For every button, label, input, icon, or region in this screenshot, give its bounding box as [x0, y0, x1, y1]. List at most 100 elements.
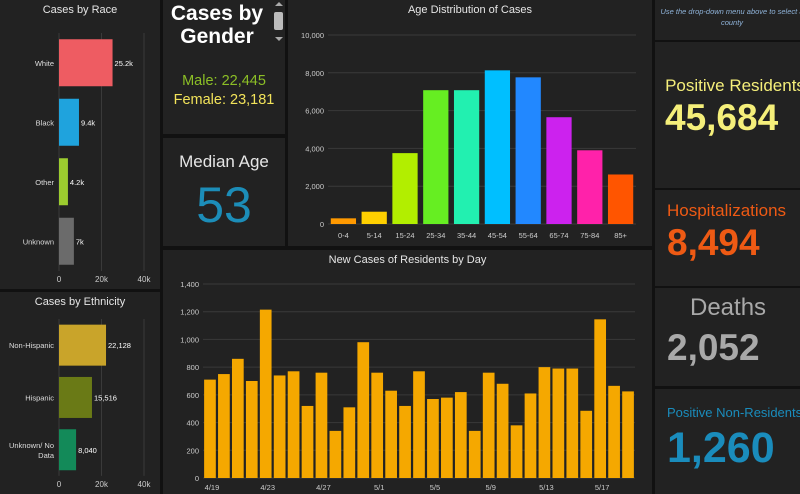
age-x-tick-label: 15-24	[395, 231, 414, 240]
positive-residents-value: 45,684	[665, 97, 779, 138]
positive-residents-label: Positive Residents	[665, 76, 800, 95]
age-bar	[577, 150, 603, 224]
race-x-tick-label: 40k	[138, 275, 152, 284]
age-bar	[515, 77, 541, 224]
county-hint: Use the drop-down menu above to select a…	[660, 7, 800, 27]
daily-x-tick-label: 4/23	[260, 483, 275, 492]
deaths-label: Deaths	[690, 294, 767, 321]
race-chart: 0 20k 40k 25.2k White 9.4k Black 4.2k Other 7k Unk…	[23, 33, 152, 284]
age-bar	[330, 218, 357, 224]
daily-bar	[329, 430, 342, 478]
race-data-label: 9.4k	[81, 118, 95, 127]
daily-y-tick-label: 600	[186, 391, 199, 400]
age-x-tick-label: 35-44	[457, 231, 476, 240]
daily-bar	[454, 392, 467, 478]
daily-y-tick-label: 800	[186, 363, 199, 372]
age-x-tick-label: 45-54	[488, 231, 507, 240]
race-bar	[59, 39, 113, 87]
positive-residents-panel: Positive Residents 45,684	[655, 42, 800, 188]
race-bar	[59, 217, 74, 265]
age-x-tick-label: 5-14	[367, 231, 382, 240]
race-category-label: White	[35, 59, 54, 68]
daily-bar	[580, 410, 593, 478]
daily-bar	[343, 407, 356, 478]
daily-y-tick-label: 200	[186, 446, 199, 455]
daily-bar	[552, 368, 565, 478]
daily-bar	[259, 309, 272, 478]
ethnicity-panel: Cases by Ethnicity 0 20k 40k 22,128 Non-Hisp…	[0, 292, 160, 494]
scroll-down-icon[interactable]	[275, 37, 283, 41]
daily-x-tick-label: 5/1	[374, 483, 384, 492]
age-x-tick-label: 65-74	[549, 231, 568, 240]
race-category-label: Black	[36, 118, 55, 127]
median-age-label: Median Age	[179, 152, 269, 171]
race-bar	[59, 98, 79, 146]
daily-x-tick-label: 5/9	[485, 483, 495, 492]
daily-y-tick-label: 0	[195, 474, 199, 483]
age-bar	[361, 211, 387, 224]
non-residents-panel: Positive Non-Residents 1,260	[655, 389, 800, 494]
age-y-tick-label: 2,000	[305, 182, 324, 191]
scroll-up-icon[interactable]	[275, 2, 283, 6]
median-age-value: 53	[196, 177, 252, 233]
race-bar	[59, 158, 68, 206]
age-bar	[423, 90, 449, 224]
daily-x-tick-label: 5/13	[539, 483, 554, 492]
age-x-tick-label: 75-84	[580, 231, 599, 240]
median-age-panel: Median Age 53	[163, 138, 285, 246]
daily-bar	[413, 371, 425, 478]
daily-bar	[231, 358, 244, 478]
daily-bar	[287, 371, 300, 478]
ethnicity-title: Cases by Ethnicity	[34, 296, 126, 308]
ethnicity-data-label: 8,040	[78, 446, 97, 455]
daily-bar	[594, 319, 607, 478]
age-bar	[607, 174, 634, 224]
daily-bar	[273, 375, 286, 478]
daily-title: New Cases of Residents by Day	[328, 254, 487, 266]
hospitalizations-value: 8,494	[667, 222, 760, 263]
ethnicity-x-tick-label: 40k	[138, 480, 152, 489]
daily-bar	[538, 367, 551, 478]
age-y-tick-label: 10,000	[301, 31, 324, 40]
race-panel: Cases by Race 0 20k 40k 25.2k White 9.4k Black…	[0, 0, 160, 289]
ethnicity-data-label: 22,128	[108, 341, 131, 350]
ethnicity-category-label: Non-Hispanic	[9, 341, 54, 350]
daily-bar	[371, 372, 384, 478]
deaths-value: 2,052	[667, 327, 760, 368]
daily-bar	[218, 374, 230, 478]
daily-bar	[245, 381, 258, 478]
daily-bar	[315, 372, 328, 478]
gender-scrollbar[interactable]	[274, 2, 283, 42]
age-bar	[546, 117, 572, 224]
age-bar	[392, 153, 418, 224]
age-x-tick-label: 85+	[614, 231, 627, 240]
race-x-tick-label: 0	[57, 275, 62, 284]
ethnicity-x-tick-label: 20k	[95, 480, 109, 489]
deaths-panel: Deaths 2,052	[655, 288, 800, 386]
ethnicity-bar	[59, 429, 77, 471]
age-x-tick-label: 55-64	[519, 231, 538, 240]
age-y-tick-label: 0	[320, 220, 324, 229]
daily-bar	[496, 383, 509, 478]
age-panel: Age Distribution of Cases 0 2,000 4,000 6,0…	[288, 0, 652, 246]
scroll-thumb[interactable]	[274, 12, 283, 30]
hospitalizations-label: Hospitalizations	[667, 201, 787, 220]
daily-bar	[482, 372, 495, 478]
daily-bar	[357, 342, 370, 478]
daily-x-tick-label: 5/17	[595, 483, 610, 492]
ethnicity-bar	[59, 324, 107, 366]
daily-x-tick-label: 4/27	[316, 483, 331, 492]
male-count: Male: 22,445	[182, 73, 266, 89]
daily-bar	[622, 391, 634, 478]
ethnicity-data-label: 15,516	[94, 393, 117, 402]
daily-bar	[566, 368, 579, 478]
daily-y-tick-label: 1,000	[180, 335, 199, 344]
race-data-label: 4.2k	[70, 178, 84, 187]
race-category-label: Other	[35, 178, 54, 187]
daily-bar	[399, 405, 411, 478]
hospitalizations-panel: Hospitalizations 8,494	[655, 190, 800, 286]
race-title: Cases by Race	[42, 4, 118, 16]
daily-y-tick-label: 400	[186, 419, 199, 428]
age-bar	[453, 90, 480, 224]
female-count: Female: 23,181	[173, 92, 275, 108]
